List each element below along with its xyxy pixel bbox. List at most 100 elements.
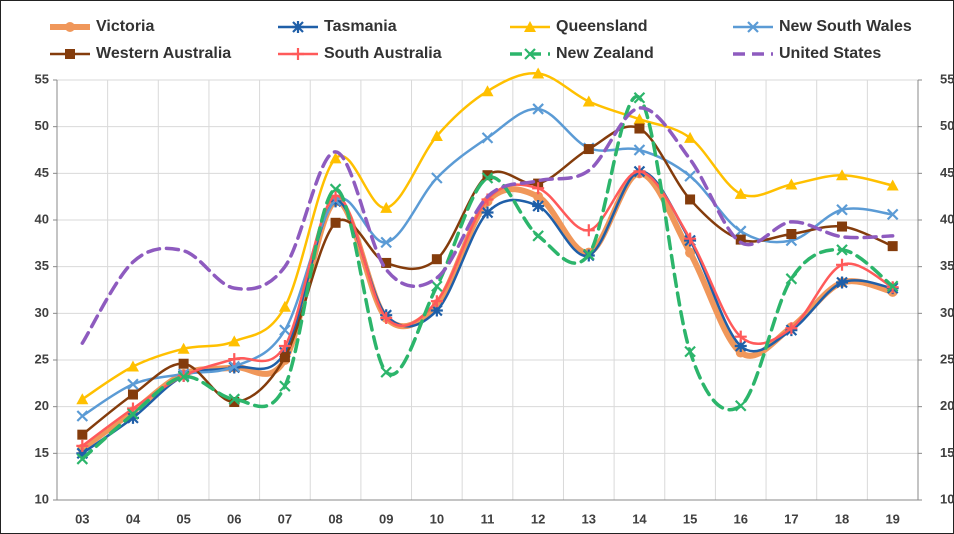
- marker: [886, 208, 899, 221]
- marker: [177, 371, 190, 383]
- marker: [430, 304, 443, 317]
- x-tick-label: 11: [481, 511, 495, 526]
- marker: [482, 170, 493, 181]
- x-tick-label: 08: [328, 511, 342, 526]
- marker: [76, 410, 89, 422]
- marker: [431, 280, 443, 293]
- marker: [633, 165, 646, 178]
- x-tick-label: 07: [278, 511, 292, 526]
- marker: [582, 95, 595, 107]
- marker: [734, 330, 747, 343]
- marker: [532, 103, 544, 115]
- x-tick-label: 06: [227, 511, 241, 526]
- x-tick-label: 19: [885, 511, 899, 526]
- x-tick-label: 15: [683, 511, 697, 526]
- legend-label: Tasmania: [324, 18, 397, 35]
- marker: [76, 447, 89, 460]
- x-tick-label: 16: [734, 511, 748, 526]
- legend-marker: [292, 48, 304, 60]
- marker: [279, 380, 291, 392]
- marker: [684, 232, 697, 245]
- marker: [785, 273, 798, 285]
- y-tick-label: 20: [35, 398, 49, 413]
- y2-tick-label: 25: [940, 351, 954, 366]
- legend-label: Western Australia: [96, 45, 231, 62]
- marker: [430, 295, 443, 308]
- marker: [431, 254, 442, 265]
- legend-marker: [524, 48, 536, 60]
- y-tick-label: 25: [35, 351, 49, 366]
- y2-tick-label: 20: [940, 398, 954, 413]
- marker: [127, 408, 139, 420]
- marker: [126, 411, 139, 424]
- marker: [329, 183, 342, 195]
- marker: [76, 393, 89, 405]
- marker: [785, 322, 798, 335]
- marker: [734, 340, 747, 352]
- marker: [886, 280, 899, 293]
- marker: [735, 234, 746, 245]
- x-tick-label: 12: [531, 511, 545, 526]
- x-tick-label: 03: [75, 511, 89, 526]
- marker: [684, 170, 696, 182]
- marker: [836, 169, 849, 181]
- marker: [633, 113, 646, 125]
- marker: [228, 353, 241, 366]
- x-tick-label: 18: [835, 511, 849, 526]
- marker: [279, 324, 291, 336]
- y2-tick-label: 50: [940, 118, 954, 133]
- marker: [684, 345, 696, 358]
- y-tick-label: 55: [35, 71, 49, 86]
- y-tick-label: 45: [35, 165, 49, 180]
- marker: [228, 335, 241, 347]
- legend-label: Victoria: [96, 18, 155, 35]
- legend-label: New Zealand: [556, 45, 654, 62]
- marker: [177, 342, 190, 354]
- legend-marker: [524, 21, 536, 32]
- x-tick-label: 13: [582, 511, 596, 526]
- y2-tick-label: 30: [940, 305, 954, 320]
- marker: [380, 312, 393, 324]
- y-tick-label: 30: [35, 305, 49, 320]
- marker: [684, 131, 697, 143]
- marker: [633, 144, 646, 156]
- marker: [330, 217, 341, 228]
- marker: [583, 144, 594, 155]
- marker: [431, 172, 443, 184]
- x-tick-label: 04: [126, 511, 141, 526]
- y2-tick-label: 45: [940, 165, 954, 180]
- marker: [785, 178, 798, 190]
- marker: [228, 360, 241, 373]
- marker: [837, 221, 848, 232]
- y-tick-label: 35: [35, 258, 49, 273]
- y-tick-label: 40: [35, 211, 49, 226]
- y2-tick-label: 15: [940, 445, 954, 460]
- marker: [228, 393, 241, 405]
- marker: [734, 399, 747, 412]
- y-tick-label: 50: [35, 118, 49, 133]
- marker: [380, 201, 393, 213]
- legend-label: Queensland: [556, 18, 648, 35]
- y2-tick-label: 35: [940, 258, 954, 273]
- marker: [532, 67, 545, 79]
- y2-tick-label: 55: [940, 71, 954, 86]
- marker: [279, 352, 290, 363]
- x-tick-label: 09: [379, 511, 393, 526]
- x-tick-label: 10: [430, 511, 444, 526]
- marker: [127, 378, 139, 391]
- marker: [380, 366, 392, 378]
- marker: [734, 225, 747, 237]
- series-line: [80, 106, 895, 345]
- legend-marker: [747, 21, 759, 33]
- legend-label: United States: [779, 45, 881, 62]
- marker: [836, 244, 848, 256]
- marker: [734, 187, 747, 199]
- marker: [481, 85, 494, 97]
- x-tick-label: 14: [632, 511, 647, 526]
- marker: [786, 229, 797, 239]
- marker: [685, 247, 696, 258]
- marker: [76, 453, 89, 465]
- marker: [886, 179, 899, 191]
- x-tick-label: 05: [176, 511, 190, 526]
